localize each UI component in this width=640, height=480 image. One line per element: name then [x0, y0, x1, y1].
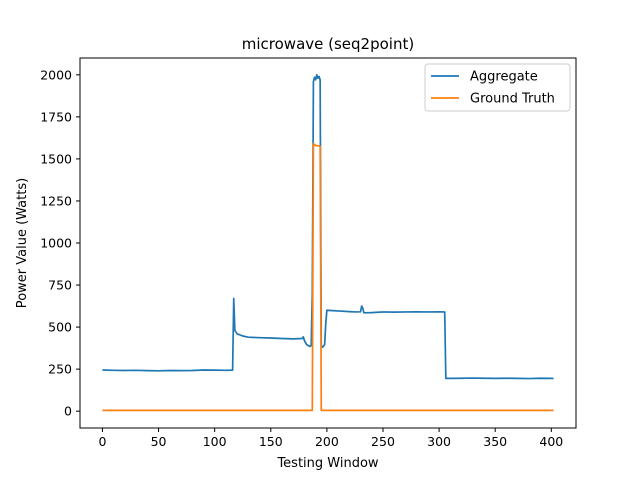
legend: Aggregate Ground Truth: [424, 63, 571, 112]
x-tick-label: 250: [371, 434, 395, 449]
x-tick-label: 300: [427, 434, 451, 449]
y-tick-label: 250: [48, 362, 72, 377]
x-tick-label: 350: [483, 434, 507, 449]
y-tick-label: 0: [64, 404, 72, 419]
x-axis-label: Testing Window: [276, 456, 378, 471]
y-axis: 0 250 500 750 1000 1250 1500 1750 2000: [40, 67, 80, 419]
y-axis-label: Power Value (Watts): [15, 178, 30, 308]
legend-label-aggregate: Aggregate: [470, 70, 538, 85]
chart-title: microwave (seq2point): [242, 35, 414, 53]
y-tick-label: 500: [48, 320, 72, 335]
legend-label-ground-truth: Ground Truth: [470, 92, 555, 107]
x-tick-label: 100: [203, 434, 227, 449]
y-tick-label: 1750: [40, 109, 72, 124]
x-tick-label: 400: [539, 434, 563, 449]
y-tick-label: 2000: [40, 67, 72, 82]
x-tick-label: 50: [151, 434, 167, 449]
x-tick-label: 150: [259, 434, 283, 449]
x-axis: 0 50 100 150 200 250 300 350 400: [98, 428, 563, 449]
series-line-ground-truth: [102, 142, 554, 412]
y-tick-label: 1000: [40, 236, 72, 251]
plot-area: [102, 73, 554, 412]
series-line-aggregate: [102, 73, 554, 380]
x-tick-label: 200: [315, 434, 339, 449]
y-tick-label: 1250: [40, 193, 72, 208]
legend-box: [424, 63, 571, 112]
y-tick-label: 750: [48, 278, 72, 293]
x-tick-label: 0: [98, 434, 106, 449]
y-tick-label: 1500: [40, 151, 72, 166]
